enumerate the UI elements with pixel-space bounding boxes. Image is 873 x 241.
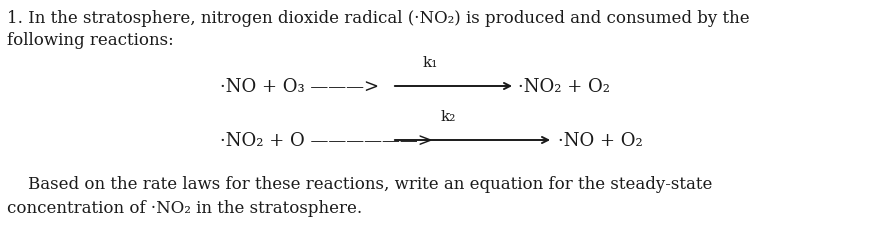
Text: 1. In the stratosphere, nitrogen dioxide radical (·NO₂) is produced and consumed: 1. In the stratosphere, nitrogen dioxide… <box>7 10 750 27</box>
Text: ·NO + O₃ ———>: ·NO + O₃ ———> <box>220 78 379 96</box>
Text: ·NO₂ + O₂: ·NO₂ + O₂ <box>518 78 610 96</box>
Text: Based on the rate laws for these reactions, write an equation for the steady-sta: Based on the rate laws for these reactio… <box>7 176 712 193</box>
Text: k₂: k₂ <box>440 110 456 124</box>
Text: ·NO + O₂: ·NO + O₂ <box>558 132 643 150</box>
Text: ·NO₂ + O ——————>: ·NO₂ + O ——————> <box>220 132 433 150</box>
Text: following reactions:: following reactions: <box>7 32 174 49</box>
Text: k₁: k₁ <box>423 56 437 70</box>
Text: concentration of ·NO₂ in the stratosphere.: concentration of ·NO₂ in the stratospher… <box>7 200 362 217</box>
